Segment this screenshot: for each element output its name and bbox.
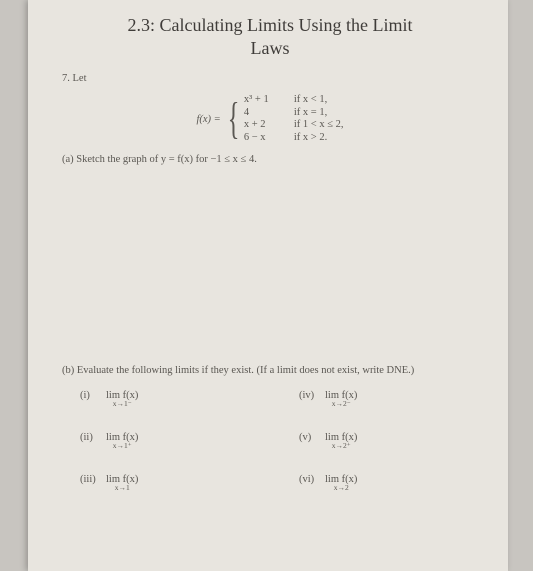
part-a: (a) Sketch the graph of y = f(x) for −1 … <box>62 154 478 165</box>
brace-icon: { <box>228 99 240 139</box>
limit-expression: lim f(x) x→2⁻ <box>325 390 357 408</box>
section-title: 2.3: Calculating Limits Using the Limit … <box>62 14 478 59</box>
limit-item-ii: (ii) lim f(x) x→1⁺ <box>80 432 259 450</box>
title-line1: 2.3: Calculating Limits Using the Limit <box>128 15 413 35</box>
limit-item-iv: (iv) lim f(x) x→2⁻ <box>299 390 478 408</box>
case-expr: 6 − x <box>244 132 284 145</box>
limit-expression: lim f(x) x→2⁺ <box>325 432 357 450</box>
limit-label: (iv) <box>299 390 321 401</box>
limits-grid: (i) lim f(x) x→1⁻ (iv) lim f(x) x→2⁻ (ii… <box>62 390 478 492</box>
limit-item-v: (v) lim f(x) x→2⁺ <box>299 432 478 450</box>
limit-item-iii: (iii) lim f(x) x→1 <box>80 474 259 492</box>
limit-item-i: (i) lim f(x) x→1⁻ <box>80 390 259 408</box>
limit-expression: lim f(x) x→1⁺ <box>106 432 138 450</box>
limit-expression: lim f(x) x→2 <box>325 474 357 492</box>
limit-label: (ii) <box>80 432 102 443</box>
case-expr: x³ + 1 <box>244 94 284 107</box>
limit-label: (i) <box>80 390 102 401</box>
case-cond: if x > 2. <box>294 132 327 145</box>
function-definition: f(x) = { x³ + 1 if x < 1, 4 if x = 1, x … <box>62 94 478 144</box>
case-row: x³ + 1 if x < 1, <box>244 94 344 107</box>
case-cond: if x = 1, <box>294 107 327 120</box>
title-line2: Laws <box>251 38 290 58</box>
limit-expression: lim f(x) x→1 <box>106 474 138 492</box>
limit-label: (iii) <box>80 474 102 485</box>
piecewise-cases: x³ + 1 if x < 1, 4 if x = 1, x + 2 if 1 … <box>244 94 344 144</box>
function-lhs: f(x) = <box>196 114 220 125</box>
case-row: 4 if x = 1, <box>244 107 344 120</box>
page: 2.3: Calculating Limits Using the Limit … <box>28 0 508 571</box>
limit-label: (vi) <box>299 474 321 485</box>
case-cond: if 1 < x ≤ 2, <box>294 119 344 132</box>
limit-item-vi: (vi) lim f(x) x→2 <box>299 474 478 492</box>
case-row: x + 2 if 1 < x ≤ 2, <box>244 119 344 132</box>
part-b: (b) Evaluate the following limits if the… <box>62 365 478 376</box>
case-expr: x + 2 <box>244 119 284 132</box>
problem-number: 7. Let <box>62 73 478 84</box>
limit-label: (v) <box>299 432 321 443</box>
limit-expression: lim f(x) x→1⁻ <box>106 390 138 408</box>
case-expr: 4 <box>244 107 284 120</box>
case-cond: if x < 1, <box>294 94 327 107</box>
case-row: 6 − x if x > 2. <box>244 132 344 145</box>
